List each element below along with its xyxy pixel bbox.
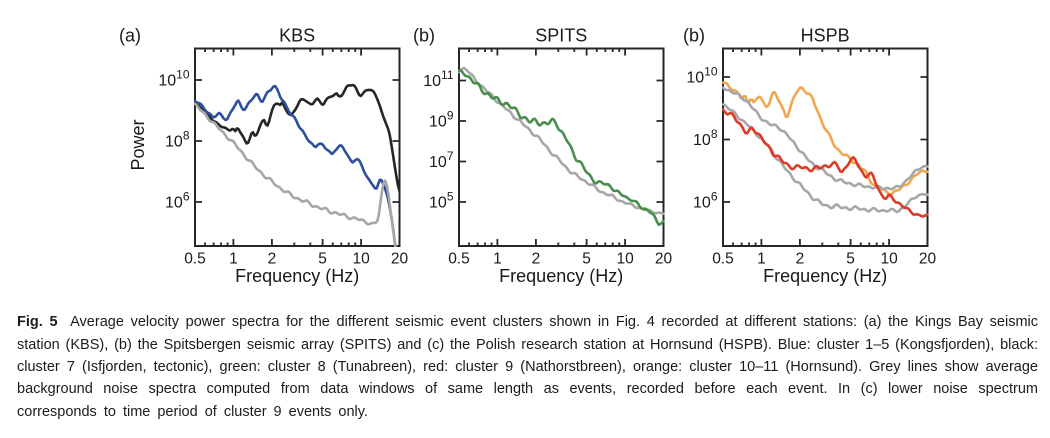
svg-text:1011: 1011: [423, 68, 454, 90]
svg-text:2: 2: [532, 251, 541, 268]
svg-text:1: 1: [757, 251, 766, 268]
svg-text:HSPB: HSPB: [801, 26, 850, 46]
svg-text:107: 107: [429, 149, 454, 171]
svg-text:Frequency (Hz): Frequency (Hz): [499, 266, 623, 286]
svg-text:10: 10: [880, 251, 898, 268]
svg-text:106: 106: [693, 189, 718, 211]
svg-text:1: 1: [229, 251, 238, 268]
svg-text:106: 106: [165, 189, 190, 211]
svg-text:20: 20: [391, 251, 409, 268]
svg-text:(a): (a): [119, 26, 141, 46]
svg-text:105: 105: [429, 189, 454, 211]
svg-text:(b): (b): [683, 26, 705, 46]
svg-text:KBS: KBS: [279, 26, 315, 46]
svg-text:2: 2: [268, 251, 277, 268]
svg-text:5: 5: [846, 251, 855, 268]
svg-text:0.5: 0.5: [448, 251, 470, 268]
svg-text:1: 1: [493, 251, 502, 268]
svg-text:0.5: 0.5: [712, 251, 734, 268]
svg-text:(b): (b): [413, 26, 435, 46]
svg-text:Frequency (Hz): Frequency (Hz): [235, 266, 359, 286]
svg-text:Power: Power: [128, 119, 148, 170]
svg-text:2: 2: [796, 251, 805, 268]
svg-text:Frequency (Hz): Frequency (Hz): [763, 266, 887, 286]
svg-text:0.5: 0.5: [184, 251, 206, 268]
svg-text:1010: 1010: [686, 64, 717, 86]
svg-text:20: 20: [919, 251, 937, 268]
svg-text:10: 10: [616, 251, 634, 268]
svg-text:1010: 1010: [158, 67, 189, 89]
svg-text:10: 10: [352, 251, 370, 268]
svg-text:5: 5: [318, 251, 327, 268]
svg-text:109: 109: [429, 108, 454, 130]
svg-text:SPITS: SPITS: [535, 26, 587, 46]
svg-text:108: 108: [693, 127, 718, 149]
svg-text:5: 5: [582, 251, 591, 268]
svg-text:108: 108: [165, 128, 190, 150]
svg-text:20: 20: [655, 251, 673, 268]
